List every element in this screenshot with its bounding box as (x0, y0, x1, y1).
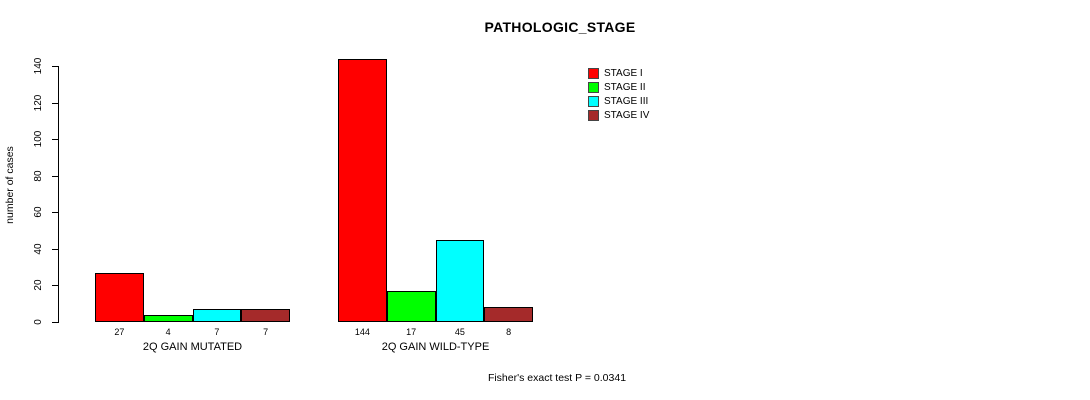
bar-value-label: 27 (114, 327, 125, 337)
y-tick-mark (52, 66, 58, 67)
legend-item-stage-i: STAGE I (588, 66, 643, 80)
y-tick-mark (52, 248, 58, 250)
y-tick-mark (52, 175, 58, 177)
y-tick-label: 0 (32, 319, 44, 325)
legend-swatch-stage-iii (588, 95, 599, 107)
y-tick-label: 100 (32, 130, 44, 148)
bar-value-label: 8 (506, 327, 512, 337)
y-tick-label: 140 (32, 57, 44, 75)
legend-label: STAGE III (604, 95, 649, 107)
legend-item-stage-iv: STAGE IV (588, 108, 649, 122)
legend-swatch-stage-i (588, 67, 599, 79)
y-tick-mark (52, 285, 58, 287)
y-tick-mark (52, 322, 58, 323)
y-tick-label: 120 (32, 94, 44, 111)
y-tick-label: 60 (32, 206, 44, 218)
y-tick-label: 40 (32, 243, 44, 255)
bar-stage-i-2q-gain-mutated (95, 272, 144, 322)
bar-value-label: 17 (406, 327, 417, 337)
bar-stage-iii-2q-gain-wild-type (435, 239, 485, 322)
bar-value-label: 4 (165, 327, 171, 337)
x-axis-label-2q-gain-wild-type: 2Q GAIN WILD-TYPE (381, 341, 490, 353)
y-tick-label: 20 (32, 279, 44, 291)
x-axis-label-2q-gain-mutated: 2Q GAIN MUTATED (142, 341, 243, 353)
bar-stage-ii-2q-gain-mutated (143, 314, 193, 322)
bar-stage-i-2q-gain-wild-type (338, 58, 387, 322)
bar-stage-ii-2q-gain-wild-type (386, 290, 436, 322)
bar-stage-iii-2q-gain-mutated (192, 309, 242, 322)
chart-title: PATHOLOGIC_STAGE (484, 19, 636, 35)
bar-value-label: 144 (354, 327, 370, 337)
bar-stage-iv-2q-gain-mutated (241, 309, 290, 322)
y-axis-label: number of cases (4, 146, 16, 224)
legend-swatch-stage-ii (588, 81, 599, 93)
legend-swatch-stage-iv (588, 109, 599, 121)
legend-item-stage-iii: STAGE III (588, 94, 648, 108)
y-tick-label: 80 (32, 170, 44, 182)
legend-label: STAGE II (604, 81, 646, 93)
y-tick-mark (52, 102, 58, 104)
bar-value-label: 7 (263, 327, 269, 337)
legend-item-stage-ii: STAGE II (588, 80, 646, 94)
bar-stage-iv-2q-gain-wild-type (484, 307, 533, 322)
y-tick-mark (52, 139, 58, 141)
y-axis-line (58, 66, 59, 323)
y-tick-mark (52, 212, 58, 214)
bar-value-label: 45 (454, 327, 465, 337)
legend-label: STAGE IV (604, 109, 650, 121)
legend-label: STAGE I (604, 67, 643, 79)
fisher-test-annotation: Fisher's exact test P = 0.0341 (487, 372, 627, 384)
bar-value-label: 7 (214, 327, 220, 337)
